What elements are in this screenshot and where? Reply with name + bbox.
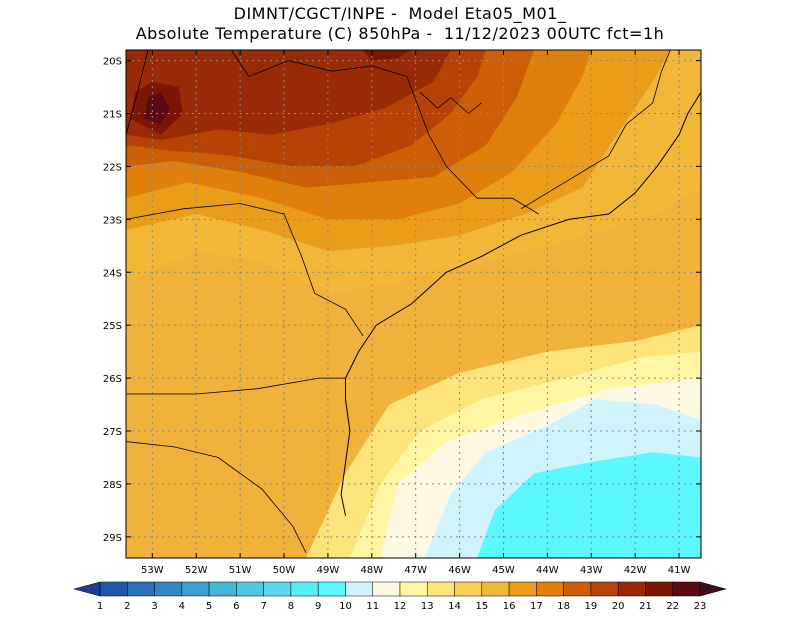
colorbar-label: 3 — [151, 601, 157, 612]
colorbar-swatch — [454, 581, 483, 597]
colorbar-label: 5 — [206, 601, 212, 612]
colorbar-label: 9 — [315, 601, 321, 612]
chart-title-line-1: DIMNT/CGCT/INPE - Model Eta05_M01_ — [233, 4, 567, 23]
lon-tick-label: 53W — [141, 565, 164, 576]
lon-tick-label: 46W — [448, 565, 471, 576]
colorbar-swatch — [263, 581, 292, 597]
temperature-zone-22 — [143, 92, 170, 125]
axis-ticks: 20S 21S 22S 23S 24S 25S 26S 27S 28S 29S 53W 52W 51W 5… — [103, 50, 701, 576]
colorbar-label: 18 — [557, 601, 570, 612]
lon-tick-label: 49W — [317, 565, 340, 576]
colorbar-swatch — [672, 581, 701, 597]
lat-tick-label: 20S — [103, 57, 122, 68]
coastlines-and-borders — [126, 50, 701, 553]
colorbar-label: 19 — [585, 601, 598, 612]
lon-tick-label: 51W — [229, 565, 252, 576]
colorbar-label: 4 — [179, 601, 185, 612]
colorbar-label: 8 — [288, 601, 294, 612]
colorbar-high-arrow — [699, 581, 727, 597]
lon-tick-label: 52W — [185, 565, 208, 576]
colorbar-label: 1 — [97, 601, 103, 612]
lat-tick-label: 23S — [103, 215, 122, 226]
lon-tick-label: 44W — [536, 565, 559, 576]
colorbar-label: 16 — [503, 601, 516, 612]
temperature-zone-20 — [126, 50, 451, 140]
border-line — [230, 50, 539, 215]
lat-tick-label: 27S — [103, 427, 122, 438]
lon-tick-label: 50W — [273, 565, 296, 576]
colorbar-label: 7 — [260, 601, 266, 612]
colorbar-label: 22 — [666, 601, 679, 612]
lon-tick-label: 42W — [624, 565, 647, 576]
colorbar-label: 12 — [394, 601, 407, 612]
border-line — [126, 50, 149, 135]
colorbar-swatch — [563, 581, 592, 597]
border-line — [126, 203, 364, 337]
temperature-zone-21 — [363, 50, 412, 61]
colorbar-swatch — [290, 581, 319, 597]
lon-tick-label: 45W — [492, 565, 515, 576]
lon-tick-label: 47W — [404, 565, 427, 576]
colorbar-swatch — [127, 581, 155, 597]
temperature-zone-9 — [477, 452, 701, 558]
lat-tick-label: 26S — [103, 374, 122, 385]
colorbar-swatch — [345, 581, 373, 597]
border-line — [520, 50, 671, 210]
lake-line — [419, 92, 482, 115]
colorbar-swatch — [154, 581, 183, 597]
colorbar-swatch — [372, 581, 401, 597]
colorbar-swatch — [590, 581, 619, 597]
colorbar-low-arrow — [73, 581, 101, 597]
coastline-line — [340, 92, 701, 516]
colorbar-label: 15 — [475, 601, 488, 612]
lon-tick-label: 48W — [360, 565, 383, 576]
colorbar-label: 21 — [639, 601, 652, 612]
colorbar-swatch — [317, 581, 346, 597]
colorbar-swatch — [208, 581, 237, 597]
chart-title-line-2: Absolute Temperature (C) 850hPa - 11/12/… — [135, 24, 665, 43]
grid-lines — [126, 50, 701, 558]
colorbar-swatch — [645, 581, 673, 597]
lat-tick-label: 22S — [103, 162, 122, 173]
border-line — [126, 441, 307, 553]
colorbar-swatch — [236, 581, 264, 597]
colorbar-swatch — [481, 581, 510, 597]
colorbar-label: 10 — [339, 601, 352, 612]
colorbar-label: 14 — [448, 601, 461, 612]
colorbar-label: 17 — [530, 601, 543, 612]
colorbar-label: 2 — [124, 601, 130, 612]
lat-tick-label: 21S — [103, 110, 122, 121]
map-frame — [125, 49, 702, 559]
colorbar: 1 2 3 4 5 6 7 8 9 10 11 12 13 14 15 16 17 18 19 20 21 22 23 — [73, 581, 727, 612]
colorbar-label: 23 — [694, 601, 707, 612]
lon-tick-label: 41W — [668, 565, 691, 576]
lat-tick-label: 24S — [103, 268, 122, 279]
lat-tick-label: 25S — [103, 321, 122, 332]
colorbar-swatch — [399, 581, 428, 597]
lat-tick-label: 29S — [103, 533, 122, 544]
colorbar-swatch — [99, 581, 128, 597]
colorbar-label: 13 — [421, 601, 434, 612]
colorbar-swatch — [536, 581, 564, 597]
border-line — [126, 377, 346, 395]
colorbar-label: 11 — [366, 601, 379, 612]
lat-tick-label: 28S — [103, 480, 122, 491]
colorbar-label: 6 — [233, 601, 239, 612]
colorbar-swatch — [427, 581, 455, 597]
colorbar-swatch — [508, 581, 537, 597]
colorbar-label: 20 — [612, 601, 625, 612]
lon-tick-label: 43W — [580, 565, 603, 576]
colorbar-swatch — [181, 581, 210, 597]
colorbar-swatch — [617, 581, 646, 597]
